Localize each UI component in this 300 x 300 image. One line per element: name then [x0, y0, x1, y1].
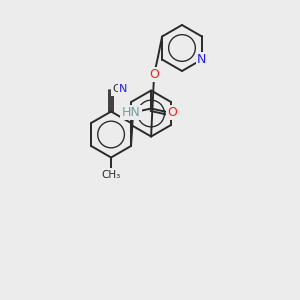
Text: O: O: [149, 68, 159, 81]
Text: CH₃: CH₃: [101, 169, 121, 179]
Text: N: N: [119, 85, 127, 94]
Text: C: C: [112, 85, 120, 94]
Text: O: O: [167, 106, 177, 119]
Text: HN: HN: [122, 106, 140, 119]
Text: N: N: [197, 53, 207, 66]
